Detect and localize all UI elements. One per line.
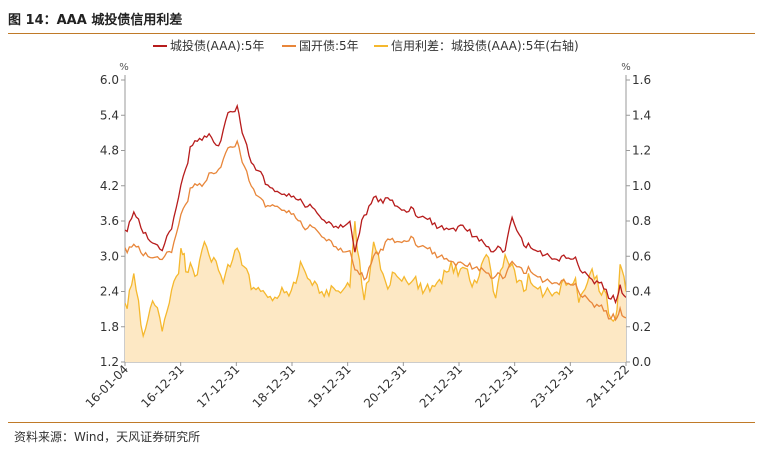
x-tick-label: 19-12-31 [305, 362, 353, 410]
x-tick-label: 17-12-31 [194, 362, 242, 410]
source-note: 资料来源：Wind，天风证券研究所 [14, 430, 201, 444]
x-tick-label: 24-11-22 [584, 362, 632, 410]
title-rule [8, 33, 755, 34]
right-tick-label: 0.2 [632, 320, 651, 334]
legend-label: 城投债(AAA):5年 [170, 38, 264, 53]
x-tick-label: 18-12-31 [250, 362, 298, 410]
chengtou-series-line [125, 103, 626, 305]
right-axis-unit: % [621, 62, 631, 73]
right-tick-label: 1.2 [632, 144, 651, 158]
right-tick-label: 1.0 [632, 179, 651, 193]
x-tick-label: 22-12-31 [472, 362, 520, 410]
left-tick-label: 1.8 [100, 320, 119, 334]
left-tick-label: 5.4 [100, 108, 119, 122]
legend-label: 信用利差：城投债(AAA):5年(右轴) [391, 38, 579, 53]
x-tick-label: 23-12-31 [528, 362, 576, 410]
left-axis-unit: % [119, 62, 129, 73]
left-tick-label: 6.0 [100, 73, 119, 87]
x-tick-label: 16-12-31 [138, 362, 186, 410]
guokai-series-line [125, 139, 626, 322]
left-tick-label: 1.2 [100, 355, 119, 369]
x-tick-label: 16-01-04 [83, 362, 131, 410]
right-tick-label: 1.4 [632, 108, 651, 122]
right-tick-label: 1.6 [632, 73, 651, 87]
left-tick-label: 4.8 [100, 144, 119, 158]
series-layer [125, 103, 626, 362]
right-tick-label: 0.0 [632, 355, 651, 369]
x-tick-label: 20-12-31 [361, 362, 409, 410]
chart-legend: 城投债(AAA):5年 国开债:5年 信用利差：城投债(AAA):5年(右轴) [153, 38, 579, 53]
right-tick-label: 0.8 [632, 214, 651, 228]
left-tick-label: 3.0 [100, 249, 119, 263]
figure-title: 图 14：AAA 城投债信用利差 [8, 13, 183, 28]
x-tick-label: 21-12-31 [417, 362, 465, 410]
spread-series-line [125, 221, 626, 339]
left-tick-label: 3.6 [100, 214, 119, 228]
legend-label: 国开债:5年 [299, 39, 359, 53]
right-tick-label: 0.4 [632, 285, 651, 299]
left-tick-label: 4.2 [100, 179, 119, 193]
spread-area-fill [125, 221, 626, 362]
right-tick-label: 0.6 [632, 249, 651, 263]
source-rule [8, 422, 755, 423]
left-tick-label: 2.4 [100, 285, 119, 299]
